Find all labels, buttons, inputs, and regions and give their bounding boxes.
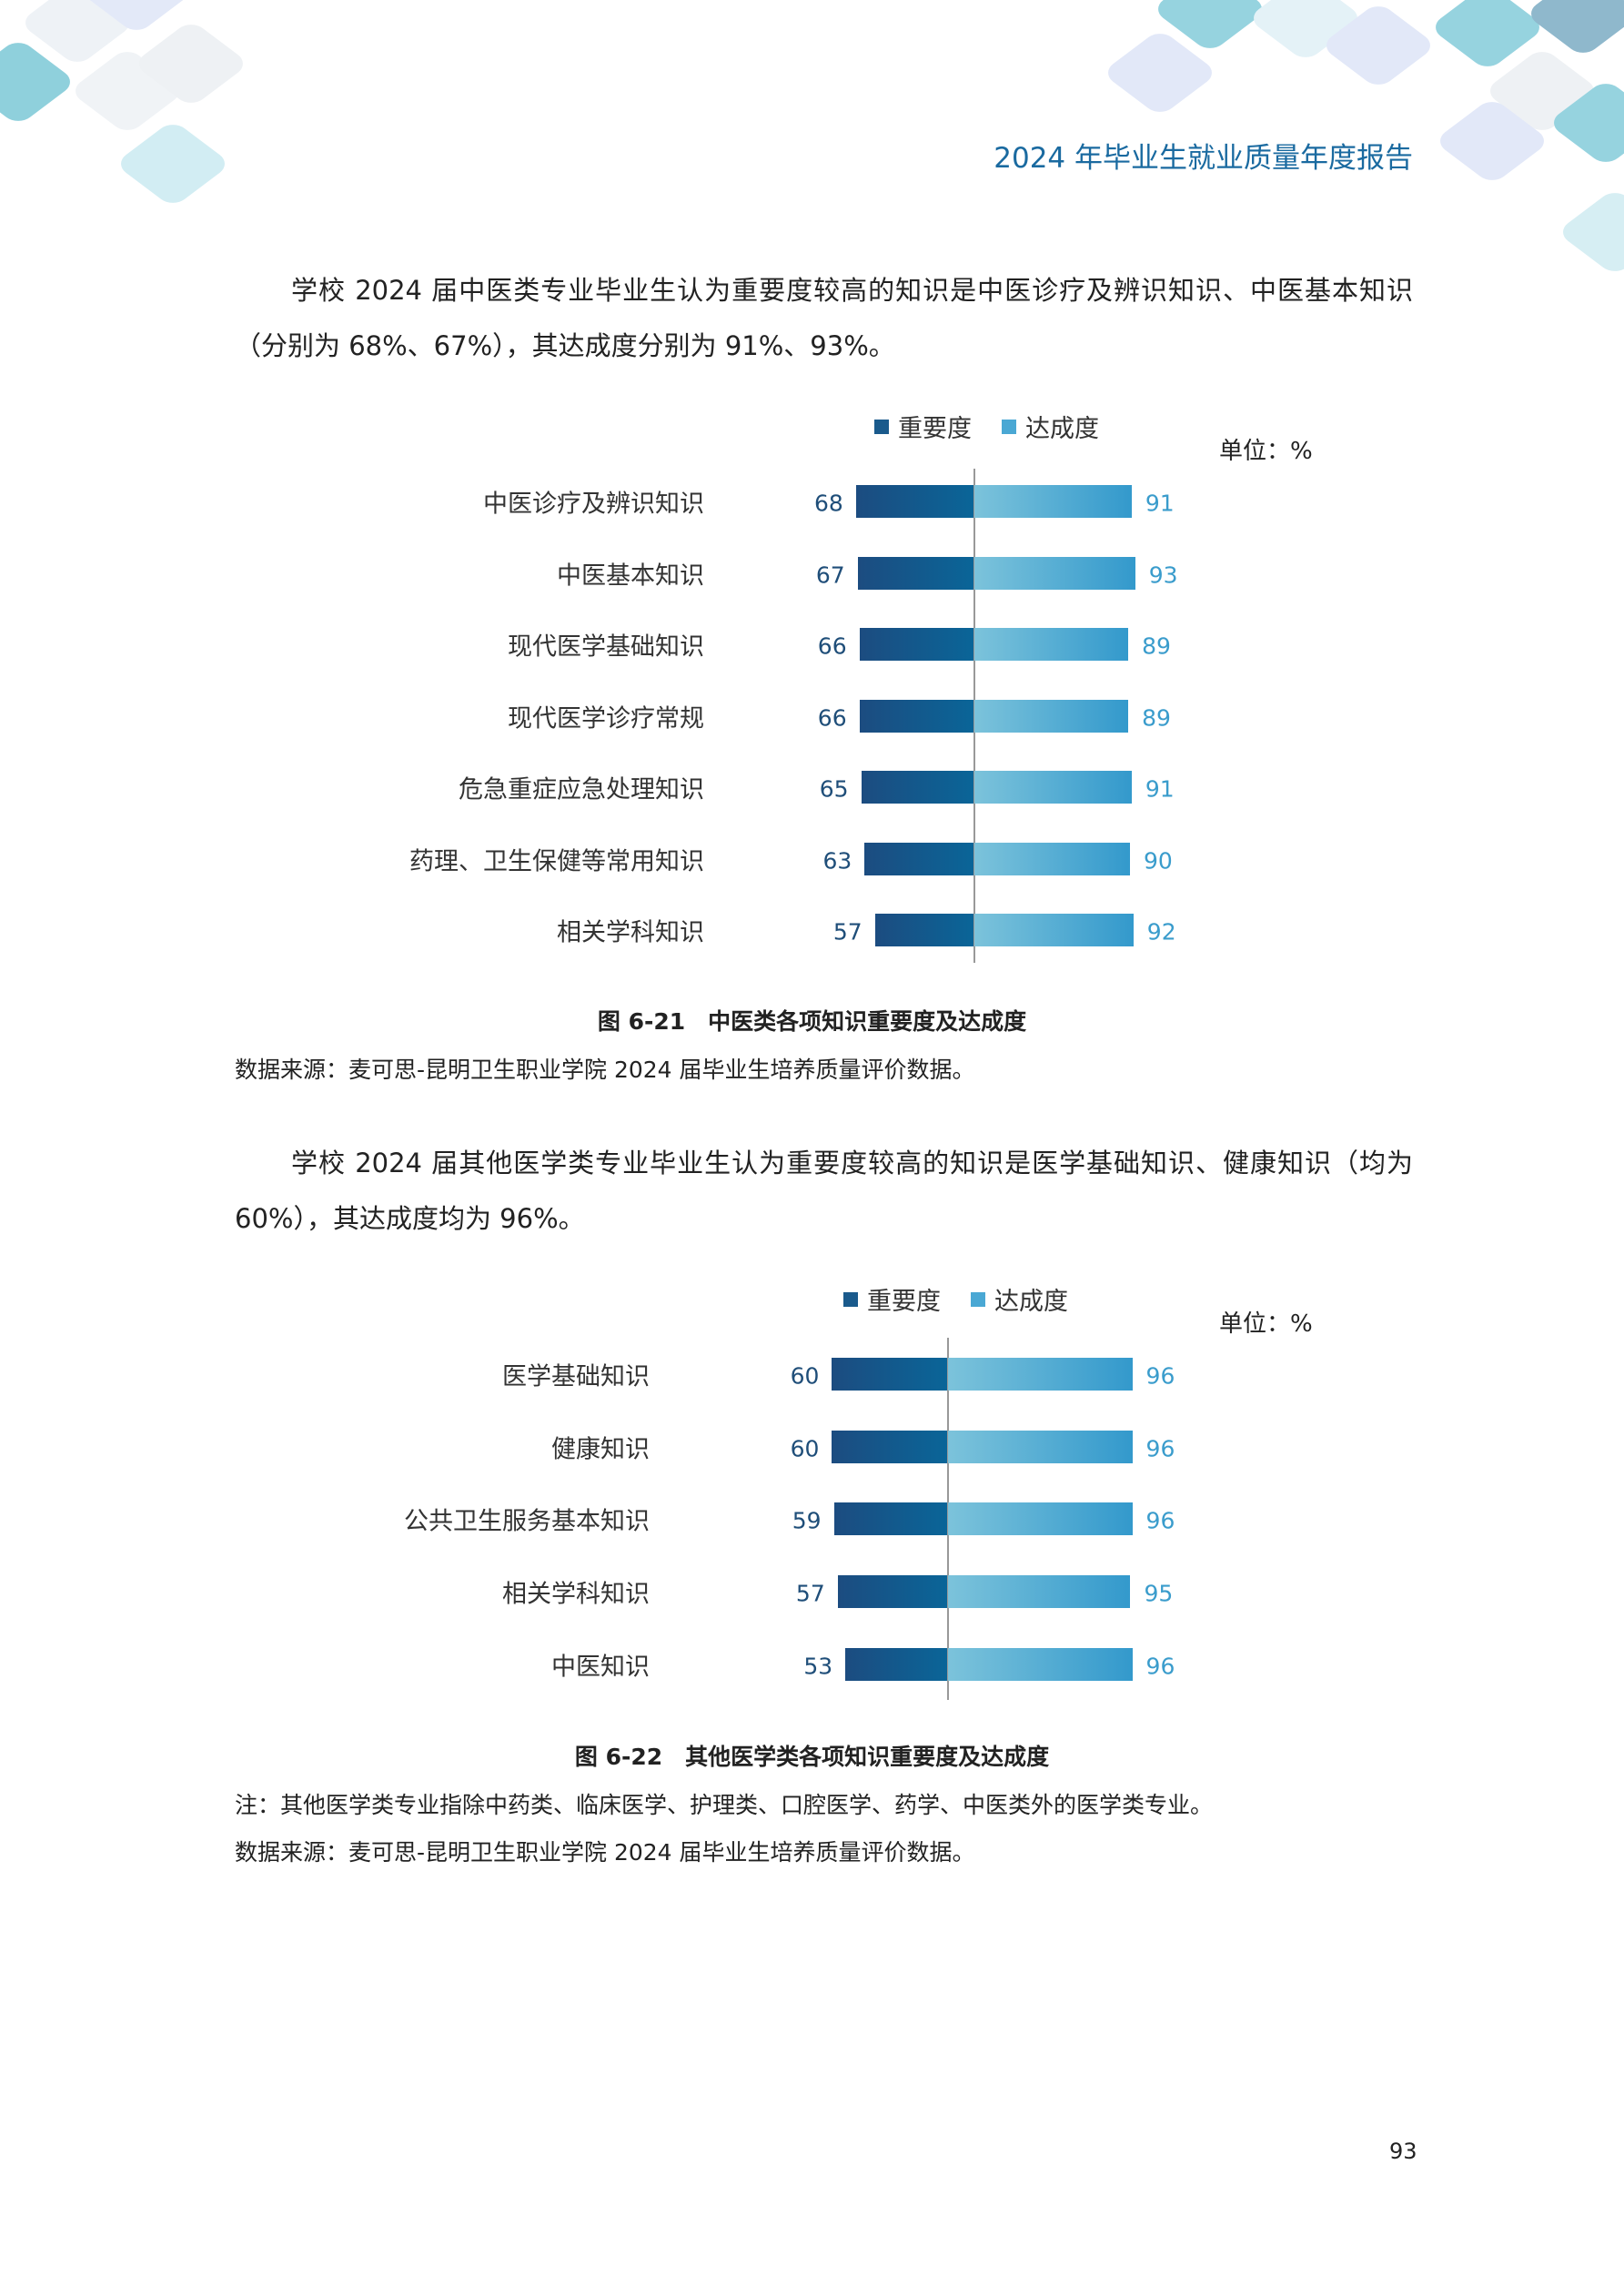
legend-swatch [971, 1291, 985, 1307]
bar-importance [859, 628, 973, 661]
value-label-importance: 67 [815, 561, 845, 588]
category-label: 危急重症应急处理知识 [459, 775, 704, 804]
bar-achievement [948, 1430, 1133, 1463]
unit-label: 单位：% [1219, 438, 1313, 465]
bar-achievement [974, 628, 1129, 661]
value-label-achievement: 96 [1145, 1653, 1175, 1680]
legend-label: 重要度 [898, 415, 972, 443]
bar-achievement [948, 1575, 1131, 1609]
value-label-achievement: 96 [1145, 1362, 1175, 1390]
value-label-achievement: 92 [1146, 918, 1176, 946]
bar-achievement [974, 914, 1134, 946]
paragraph-2: 学校 2024 届其他医学类专业毕业生认为重要度较高的知识是医学基础知识、健康知… [235, 1148, 1413, 1234]
bar-importance [864, 842, 973, 875]
value-label-importance: 68 [814, 490, 843, 517]
category-label: 中医基本知识 [557, 561, 704, 590]
value-label-achievement: 89 [1142, 632, 1171, 660]
value-label-achievement: 89 [1142, 704, 1171, 731]
bar-achievement [974, 556, 1135, 590]
unit-label: 单位：% [1219, 1310, 1313, 1338]
chart-caption-6-22: 图 6-22 其他医学类各项知识重要度及达成度 [574, 1744, 1050, 1770]
bar-achievement [974, 699, 1129, 733]
chart-caption-6-21: 图 6-21 中医类各项知识重要度及达成度 [597, 1008, 1027, 1035]
legend-item: 达成度 [1002, 409, 1099, 444]
bar-importance [859, 699, 973, 733]
category-label: 药理、卫生保健等常用知识 [409, 847, 704, 875]
legend-swatch [843, 1291, 858, 1307]
legend-swatch [874, 419, 889, 434]
value-label-importance: 59 [792, 1507, 822, 1534]
value-label-importance: 65 [819, 775, 849, 803]
category-label: 中医知识 [551, 1653, 650, 1682]
category-label: 相关学科知识 [502, 1580, 650, 1609]
value-label-achievement: 93 [1148, 561, 1178, 588]
value-label-achievement: 96 [1145, 1507, 1175, 1534]
bar-importance [861, 771, 973, 804]
legend-label: 达成度 [1025, 415, 1099, 443]
chart-source-6-21: 数据来源：麦可思-昆明卫生职业学院 2024 届毕业生培养质量评价数据。 [235, 1057, 975, 1083]
value-label-importance: 57 [795, 1580, 825, 1607]
bar-achievement [948, 1502, 1133, 1536]
legend-label: 达成度 [994, 1288, 1068, 1316]
legend-item: 重要度 [843, 1281, 941, 1317]
value-label-achievement: 91 [1145, 490, 1175, 517]
category-label: 健康知识 [551, 1435, 650, 1464]
decorative-diamond [114, 119, 232, 208]
bar-achievement [948, 1647, 1133, 1681]
bar-importance [855, 485, 973, 518]
category-label: 医学基础知识 [502, 1362, 650, 1391]
value-label-achievement: 91 [1145, 775, 1175, 803]
value-label-importance: 60 [790, 1435, 820, 1462]
paragraph-1: 学校 2024 届中医类专业毕业生认为重要度较高的知识是中医诊疗及辨识知识、中医… [235, 275, 1413, 361]
bar-achievement [974, 485, 1132, 518]
legend-label: 重要度 [867, 1288, 941, 1316]
chart-note-6-22: 注：其他医学类专业指除中药类、临床医学、护理类、口腔医学、药学、中医类外的医学类… [235, 1792, 1214, 1818]
page-number: 93 [1389, 2139, 1417, 2164]
category-label: 相关学科知识 [557, 918, 704, 947]
category-label: 现代医学基础知识 [508, 632, 704, 662]
value-label-importance: 66 [817, 704, 847, 731]
bar-importance [874, 914, 973, 946]
legend-swatch [1002, 419, 1016, 434]
value-label-achievement: 95 [1144, 1580, 1174, 1607]
decorative-diamond [1556, 187, 1624, 277]
bar-importance [832, 1430, 947, 1463]
value-label-importance: 63 [822, 847, 852, 874]
bar-importance [832, 1358, 947, 1391]
value-label-achievement: 96 [1145, 1435, 1175, 1462]
bar-achievement [974, 771, 1132, 804]
category-label: 公共卫生服务基本知识 [404, 1507, 650, 1536]
chart-source-6-22: 数据来源：麦可思-昆明卫生职业学院 2024 届毕业生培养质量评价数据。 [235, 1839, 975, 1866]
bar-achievement [948, 1358, 1133, 1391]
bar-achievement [974, 842, 1130, 875]
bar-importance [857, 556, 973, 590]
value-label-importance: 60 [790, 1362, 820, 1390]
value-label-achievement: 90 [1144, 847, 1173, 874]
legend-item: 达成度 [971, 1281, 1068, 1317]
value-label-importance: 57 [832, 918, 862, 946]
value-label-importance: 66 [817, 632, 847, 660]
category-label: 现代医学诊疗常规 [508, 704, 704, 733]
legend-item: 重要度 [874, 409, 972, 444]
category-label: 中医诊疗及辨识知识 [483, 490, 704, 519]
bar-importance [837, 1575, 947, 1609]
value-label-importance: 53 [803, 1653, 833, 1680]
report-header-title: 2024 年毕业生就业质量年度报告 [994, 142, 1413, 175]
bar-importance [845, 1647, 947, 1681]
bar-importance [833, 1502, 947, 1536]
